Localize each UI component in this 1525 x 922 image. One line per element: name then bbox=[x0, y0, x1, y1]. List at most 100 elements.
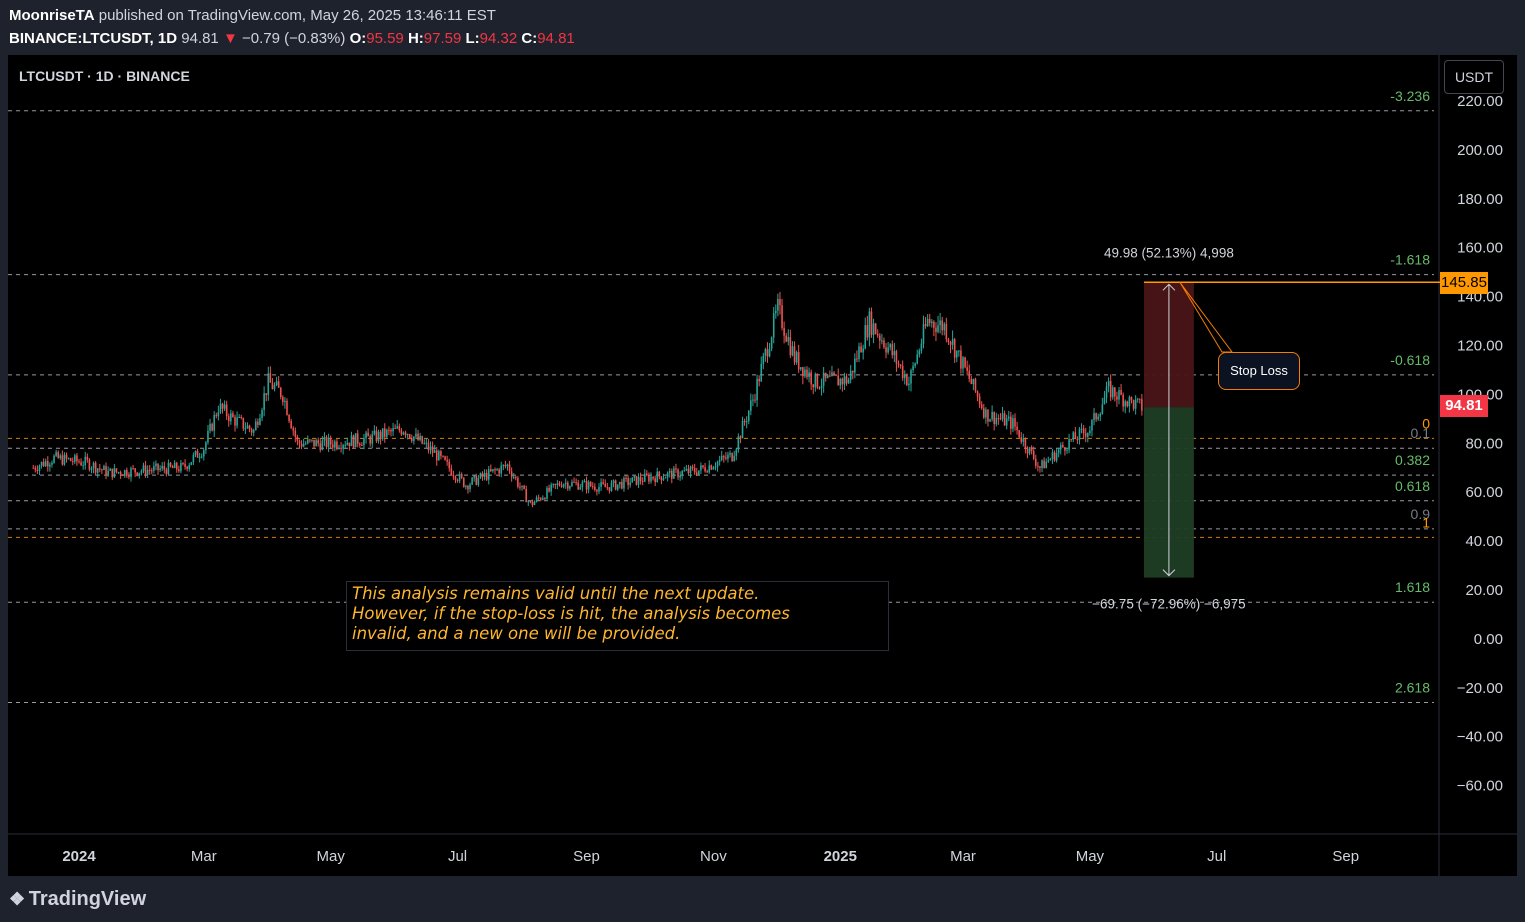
candle-body bbox=[608, 487, 611, 491]
chart-panel[interactable] bbox=[8, 55, 1517, 876]
candle-body bbox=[126, 470, 128, 476]
candle-body bbox=[783, 327, 785, 336]
candle-body bbox=[213, 415, 215, 431]
candle-body bbox=[221, 403, 224, 409]
candle-body bbox=[88, 459, 91, 470]
candle-body bbox=[450, 468, 453, 475]
stop-loss-callout[interactable]: Stop Loss bbox=[1218, 352, 1300, 390]
candle-body bbox=[972, 378, 975, 385]
candle-body bbox=[67, 458, 70, 460]
candle-body bbox=[918, 350, 921, 355]
candle-body bbox=[685, 468, 688, 471]
candle-body bbox=[675, 468, 677, 470]
candle-body bbox=[427, 442, 430, 451]
candle-body bbox=[947, 339, 950, 342]
current-price-tag: 94.81 bbox=[1440, 395, 1488, 417]
candle-body bbox=[1047, 460, 1050, 462]
candle-body bbox=[396, 426, 399, 429]
candle-body bbox=[159, 468, 161, 471]
tradingview-logo[interactable]: ❖ TradingView bbox=[9, 888, 146, 911]
candle-body bbox=[1074, 432, 1077, 439]
candle-body bbox=[750, 400, 752, 411]
analysis-note[interactable]: This analysis remains valid until the ne… bbox=[346, 581, 889, 651]
candle-body bbox=[535, 497, 538, 502]
candle-body bbox=[797, 352, 800, 370]
candle-body bbox=[922, 324, 925, 344]
candle-body bbox=[901, 365, 904, 379]
candle-body bbox=[733, 455, 735, 461]
candle-body bbox=[467, 485, 469, 490]
y-tick-label: 40.00 bbox=[1465, 533, 1503, 550]
candle-body bbox=[115, 468, 118, 473]
candle-body bbox=[238, 417, 240, 419]
candle-body bbox=[182, 462, 184, 464]
candle-body bbox=[874, 323, 877, 335]
candle-body bbox=[142, 465, 145, 472]
candle-body bbox=[307, 439, 309, 444]
candle-body bbox=[261, 409, 263, 419]
candle-body bbox=[242, 417, 245, 429]
candle-body bbox=[968, 370, 971, 379]
candle-body bbox=[161, 466, 163, 469]
candle-body bbox=[477, 478, 480, 485]
candle-body bbox=[1093, 413, 1095, 421]
candle-body bbox=[953, 339, 956, 358]
candle-body bbox=[935, 327, 937, 332]
down-arrow-icon: ▼ bbox=[222, 30, 238, 47]
candle-body bbox=[596, 489, 598, 492]
candle-body bbox=[223, 404, 226, 409]
candle-body bbox=[80, 462, 82, 466]
candle-body bbox=[188, 464, 191, 469]
candle-body bbox=[779, 298, 781, 306]
candle-body bbox=[225, 404, 228, 417]
candle-body bbox=[843, 376, 846, 385]
close-value: 94.81 bbox=[537, 30, 575, 47]
candle-body bbox=[897, 363, 900, 365]
candle-body bbox=[980, 404, 983, 409]
candle-body bbox=[604, 483, 607, 488]
candle-body bbox=[271, 382, 274, 390]
candle-body bbox=[691, 466, 694, 469]
candle-body bbox=[1045, 461, 1047, 469]
candle-body bbox=[128, 475, 130, 477]
candle-body bbox=[196, 450, 199, 458]
candle-body bbox=[602, 482, 604, 484]
candle-body bbox=[78, 461, 80, 463]
candle-body bbox=[323, 436, 326, 441]
candle-body bbox=[148, 469, 151, 471]
candle-body bbox=[298, 440, 301, 444]
candle-body bbox=[1087, 433, 1089, 437]
candle-body bbox=[203, 450, 205, 457]
candle-body bbox=[895, 351, 898, 364]
candle-body bbox=[777, 298, 779, 311]
candle-body bbox=[194, 450, 197, 455]
candle-body bbox=[637, 476, 640, 485]
candle-body bbox=[820, 385, 823, 389]
candle-body bbox=[598, 486, 600, 492]
publisher-name[interactable]: MoonriseTA bbox=[9, 7, 95, 24]
candle-body bbox=[171, 466, 174, 469]
candle-body bbox=[284, 400, 286, 402]
candle-body bbox=[502, 464, 505, 466]
candle-body bbox=[155, 463, 157, 467]
candle-body bbox=[99, 468, 101, 470]
candle-body bbox=[1055, 452, 1058, 461]
candle-body bbox=[192, 454, 195, 463]
candle-body bbox=[1103, 397, 1106, 405]
candle-body bbox=[756, 378, 758, 401]
candle-body bbox=[556, 483, 559, 485]
candle-body bbox=[548, 487, 550, 492]
candle-body bbox=[955, 350, 958, 358]
candle-body bbox=[180, 462, 182, 472]
candle-body bbox=[720, 455, 723, 460]
candle-body bbox=[579, 487, 582, 490]
candle-body bbox=[321, 440, 324, 450]
candle-body bbox=[1095, 413, 1097, 420]
candle-body bbox=[702, 465, 704, 468]
candle-body bbox=[1037, 465, 1039, 467]
candle-body bbox=[772, 313, 775, 338]
candle-body bbox=[652, 476, 654, 479]
fib-level-label: -0.618 bbox=[1390, 352, 1430, 368]
currency-button[interactable]: USDT bbox=[1444, 60, 1504, 94]
